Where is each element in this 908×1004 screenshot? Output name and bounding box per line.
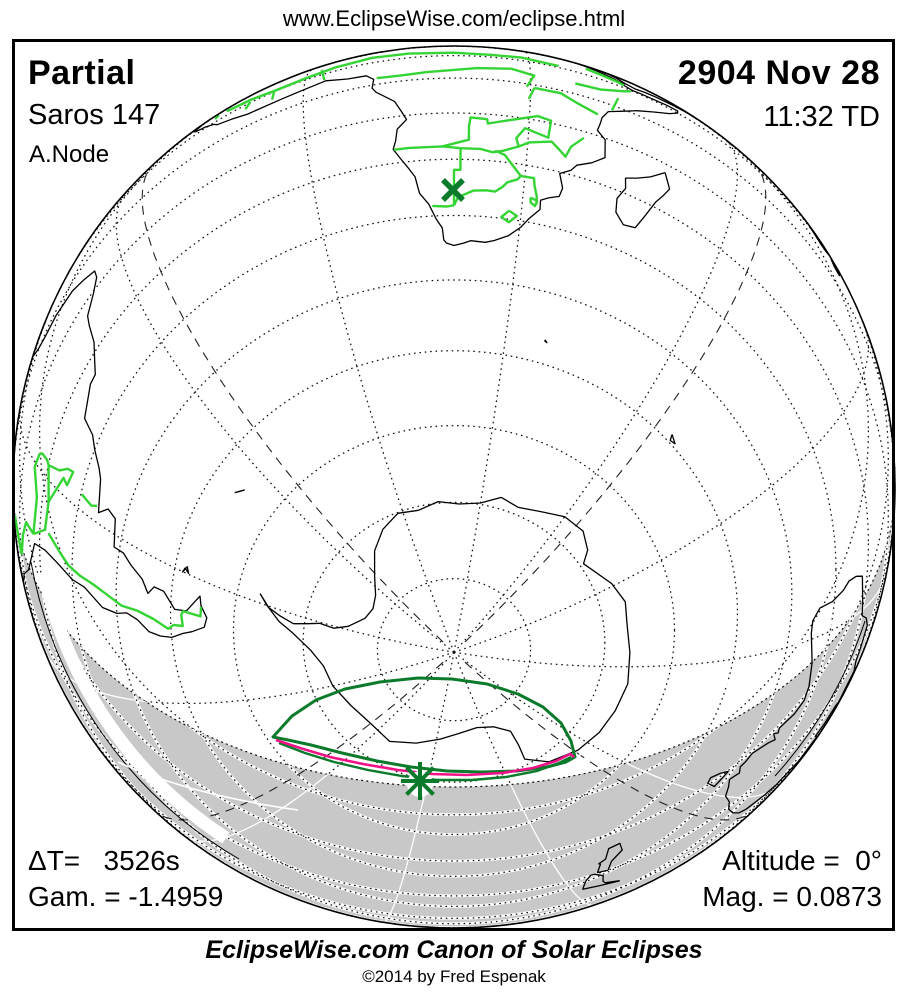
canon-title: EclipseWise.com Canon of Solar Eclipses bbox=[205, 936, 703, 964]
eclipse-type-label: Partial bbox=[28, 54, 136, 92]
limb-sliver-right bbox=[774, 620, 866, 777]
magnitude-value: Mag. = 0.0873 bbox=[702, 881, 882, 912]
saros-label: Saros 147 bbox=[28, 99, 161, 131]
gamma-value: Gam. = -1.4959 bbox=[28, 881, 224, 912]
map-frame bbox=[12, 39, 895, 931]
subsolar-cross-icon bbox=[441, 178, 465, 202]
penumbra-night-limit-left bbox=[117, 761, 299, 811]
limb-sliver-left bbox=[30, 561, 240, 860]
delta-t-value: ΔT= 3526s bbox=[28, 845, 180, 876]
night-region bbox=[13, 487, 895, 928]
country-borders bbox=[13, 51, 631, 630]
altitude-value: Altitude = 0° bbox=[722, 845, 882, 876]
eclipse-time: 11:32 TD bbox=[763, 101, 880, 133]
globe-disc bbox=[13, 46, 895, 928]
max-eclipse-sunrise-curve bbox=[275, 738, 575, 777]
eclipse-date: 2904 Nov 28 bbox=[677, 54, 880, 92]
greatest-eclipse-star-icon bbox=[401, 762, 439, 800]
node-label: A.Node bbox=[29, 141, 110, 168]
penumbra-night-limit-right bbox=[574, 607, 857, 758]
penumbra-limit-curve bbox=[271, 676, 577, 774]
copyright: ©2014 by Fred Espenak bbox=[362, 967, 546, 986]
site-url: www.EclipseWise.com/eclipse.html bbox=[282, 6, 626, 31]
coastlines bbox=[22, 63, 868, 890]
twilight-band bbox=[37, 572, 230, 844]
dashed-meridians bbox=[141, 163, 767, 821]
